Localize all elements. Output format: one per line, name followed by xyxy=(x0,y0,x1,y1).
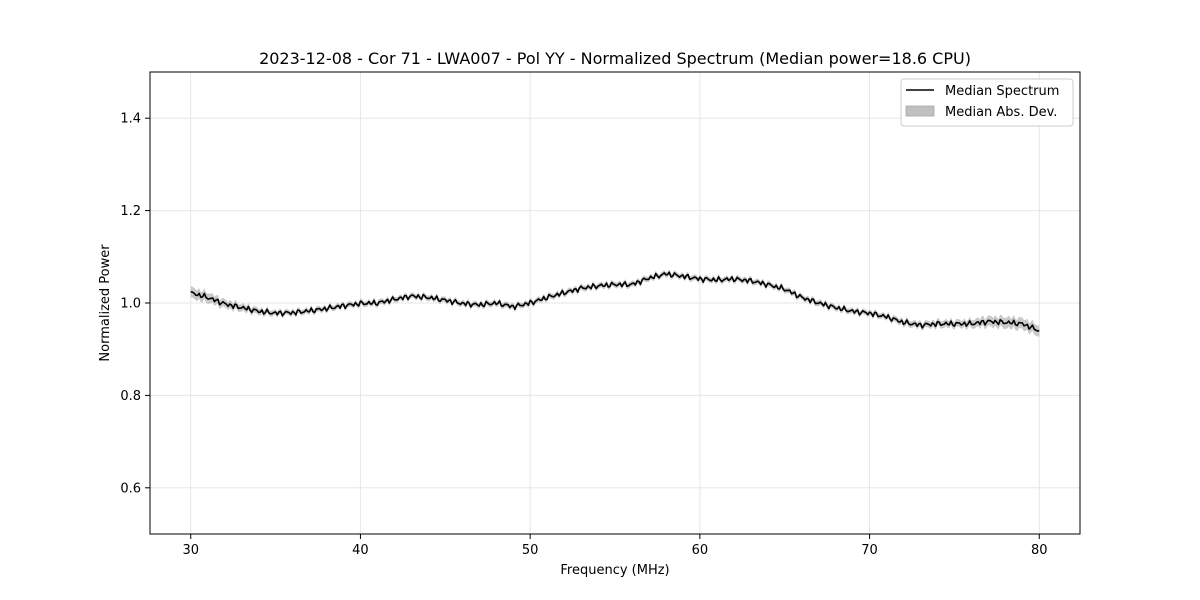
x-axis-label: Frequency (MHz) xyxy=(560,563,669,578)
y-axis-ticks: 0.6 0.8 1.0 1.2 1.4 xyxy=(120,112,150,496)
legend-band-swatch xyxy=(905,105,935,117)
x-tick-label: 40 xyxy=(352,543,369,558)
y-tick-label: 1.0 xyxy=(120,297,141,312)
x-tick-label: 70 xyxy=(861,543,878,558)
legend-label-mad: Median Abs. Dev. xyxy=(945,105,1057,120)
y-tick-label: 1.2 xyxy=(120,204,141,219)
chart-title: 2023-12-08 - Cor 71 - LWA007 - Pol YY - … xyxy=(259,49,971,68)
x-tick-label: 80 xyxy=(1031,543,1048,558)
legend-box xyxy=(900,78,1074,127)
x-tick-label: 30 xyxy=(182,543,199,558)
y-tick-label: 0.6 xyxy=(120,481,141,496)
x-tick-label: 50 xyxy=(522,543,539,558)
x-axis-ticks: 30 40 50 60 70 80 xyxy=(182,534,1048,558)
y-axis-label: Normalized Power xyxy=(98,244,113,362)
grid-lines xyxy=(150,72,1080,534)
x-tick-label: 60 xyxy=(692,543,709,558)
legend: Median Spectrum Median Abs. Dev. xyxy=(900,78,1074,127)
median-spectrum-line xyxy=(190,271,1040,332)
y-tick-label: 1.4 xyxy=(120,112,141,127)
legend-label-median: Median Spectrum xyxy=(945,84,1059,99)
y-tick-label: 0.8 xyxy=(120,389,141,404)
